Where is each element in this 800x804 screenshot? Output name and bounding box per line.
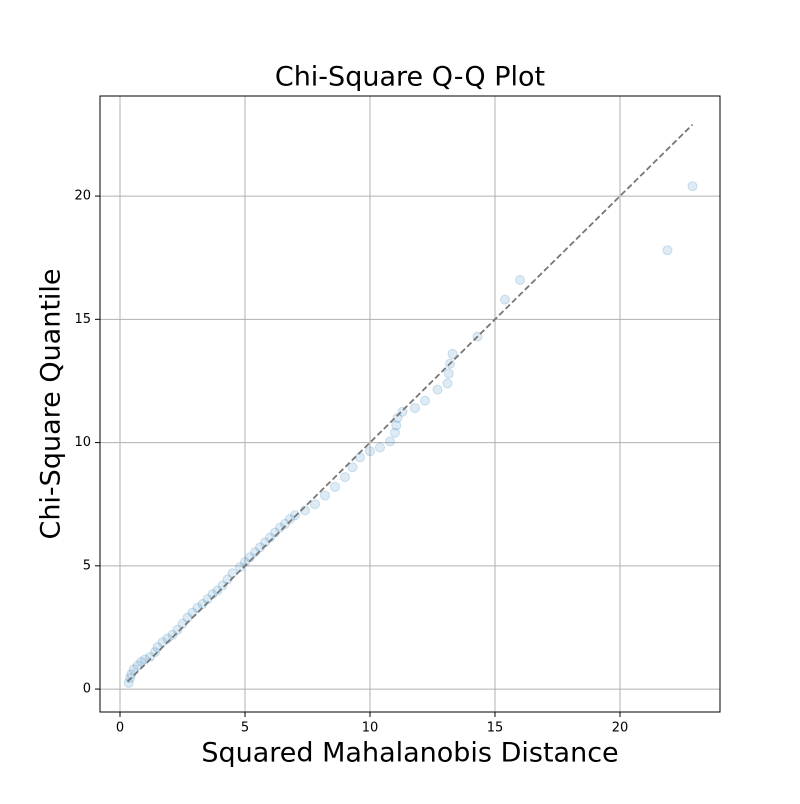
point — [410, 403, 420, 414]
point — [355, 452, 365, 463]
point — [340, 472, 350, 483]
point — [212, 585, 223, 596]
chart-title: Chi-Square Q-Q Plot — [275, 62, 545, 93]
point — [136, 656, 147, 667]
point — [443, 368, 454, 379]
reference-line — [126, 123, 694, 683]
x-tick-label: 15 — [487, 721, 504, 736]
point — [687, 181, 698, 192]
y-tick-label: 20 — [74, 189, 91, 204]
y-axis-label: Chi-Square Quantile — [36, 268, 67, 539]
point — [132, 660, 143, 671]
point — [217, 580, 228, 591]
point — [442, 378, 453, 389]
point — [500, 294, 510, 305]
point — [128, 664, 139, 675]
point — [385, 436, 395, 447]
point — [145, 652, 155, 663]
point — [390, 427, 400, 438]
y-tick-label: 15 — [74, 312, 91, 327]
point — [227, 568, 238, 579]
point — [330, 481, 340, 492]
point — [432, 384, 443, 395]
point — [391, 420, 402, 431]
point — [280, 518, 290, 529]
point — [365, 446, 375, 457]
point — [285, 513, 295, 524]
x-tick-label: 5 — [241, 721, 249, 736]
y-tick-label: 10 — [74, 435, 91, 450]
point — [375, 442, 385, 453]
point — [310, 499, 320, 510]
point — [150, 647, 160, 658]
y-tick-label: 0 — [83, 682, 91, 697]
point — [167, 629, 178, 640]
point — [123, 677, 134, 688]
point — [515, 274, 525, 285]
point — [172, 624, 183, 635]
point — [347, 462, 358, 473]
point — [420, 395, 430, 406]
y-tick-label: 5 — [83, 558, 91, 573]
x-tick-label: 20 — [612, 721, 629, 736]
point — [392, 412, 403, 423]
plot-frame — [99, 95, 721, 713]
x-axis-label: Squared Mahalanobis Distance — [201, 738, 618, 769]
point — [320, 490, 330, 501]
point — [662, 245, 673, 256]
x-tick-label: 0 — [116, 721, 124, 736]
x-tick-label: 10 — [362, 721, 379, 736]
point — [447, 348, 458, 359]
